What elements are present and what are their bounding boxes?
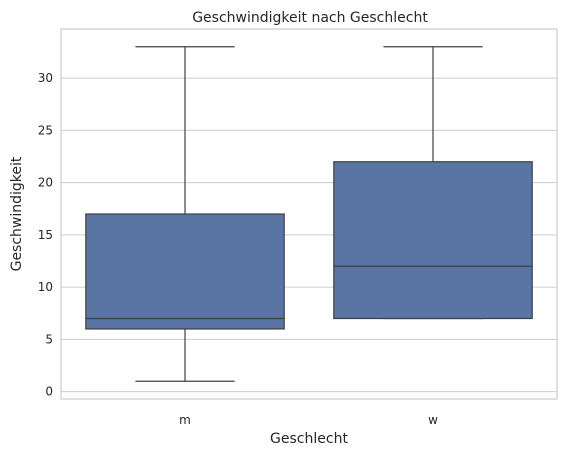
y-tick-label: 10 <box>38 280 53 294</box>
x-axis-label: Geschlecht <box>270 431 348 447</box>
box-group-w <box>334 47 532 319</box>
box-iqr <box>86 214 284 329</box>
y-tick-label: 25 <box>38 123 53 137</box>
y-tick-label: 15 <box>38 228 53 242</box>
x-tick-label: w <box>428 413 438 427</box>
box-group-m <box>86 47 284 381</box>
chart-title: Geschwindigkeit nach Geschlecht <box>192 10 428 26</box>
y-tick-labels: 0 5 10 15 20 25 30 <box>38 71 53 399</box>
y-tick-label: 0 <box>45 385 53 399</box>
y-axis-label: Geschwindigkeit <box>9 156 25 271</box>
y-tick-label: 30 <box>38 71 53 85</box>
box-iqr <box>334 162 532 319</box>
y-tick-label: 5 <box>45 332 53 346</box>
x-tick-label: m <box>179 413 191 427</box>
y-tick-label: 20 <box>38 176 53 190</box>
boxes <box>86 47 532 381</box>
